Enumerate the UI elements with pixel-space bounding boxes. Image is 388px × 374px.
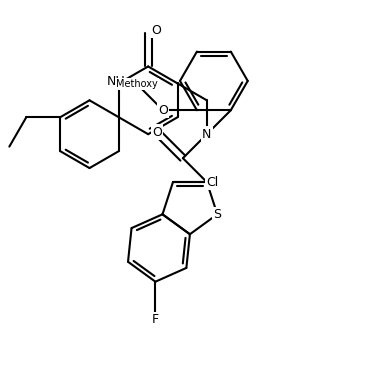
Text: Methoxy: Methoxy bbox=[116, 79, 158, 89]
Text: F: F bbox=[152, 313, 159, 326]
Text: N: N bbox=[202, 128, 211, 141]
Text: O: O bbox=[158, 104, 168, 117]
Text: Cl: Cl bbox=[207, 176, 219, 188]
Text: NH: NH bbox=[106, 75, 125, 88]
Text: O: O bbox=[152, 126, 162, 139]
Text: S: S bbox=[213, 208, 221, 221]
Text: O: O bbox=[151, 24, 161, 37]
